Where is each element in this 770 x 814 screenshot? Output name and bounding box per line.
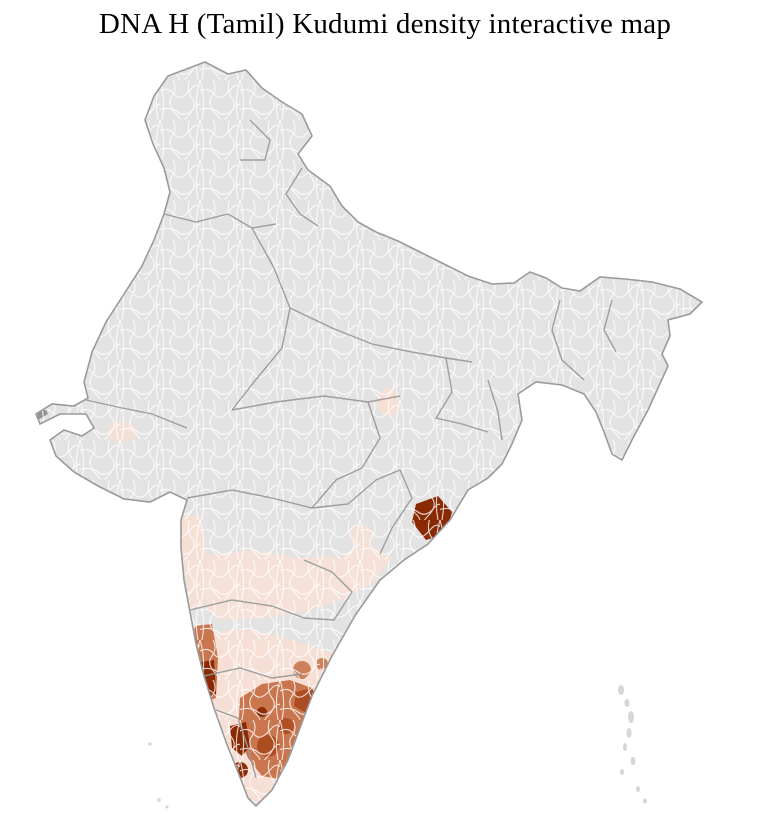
state-border-line	[231, 227, 291, 411]
state-border-line	[487, 379, 503, 441]
state-border-line	[186, 479, 377, 509]
state-border-line	[303, 559, 353, 621]
state-border-line	[285, 167, 319, 227]
island-dot	[618, 685, 624, 695]
state-border-line	[603, 299, 617, 353]
state-border-line	[311, 401, 381, 509]
island-dot	[624, 699, 630, 707]
india-outline	[35, 61, 704, 808]
density-region-inner-district-3[interactable]	[300, 766, 312, 778]
island-dot	[626, 728, 632, 738]
island-dot	[148, 742, 152, 746]
state-border-line	[231, 395, 401, 411]
district-borders-overlay	[36, 62, 702, 806]
island-dot	[643, 798, 647, 804]
page-title: DNA H (Tamil) Kudumi density interactive…	[98, 8, 672, 40]
island-dot	[630, 757, 636, 765]
state-border-line	[163, 213, 277, 229]
state-border-line	[375, 469, 413, 555]
state-borders	[85, 119, 617, 779]
island-dot	[628, 711, 634, 723]
island-dot	[623, 743, 627, 751]
state-border-line	[215, 709, 257, 779]
state-border-line	[434, 357, 489, 433]
island-dot	[165, 805, 169, 809]
state-border-line	[189, 599, 305, 619]
island-dot	[636, 786, 640, 792]
northeast-dark-gray-district[interactable]	[516, 440, 542, 466]
state-border-line	[289, 307, 473, 363]
island-dot	[620, 769, 624, 775]
state-border-line	[85, 399, 188, 429]
state-border-line	[240, 119, 271, 161]
state-border-line	[203, 667, 303, 679]
island-chains	[148, 685, 647, 809]
island-dot	[157, 798, 161, 802]
state-border-line	[551, 299, 585, 381]
